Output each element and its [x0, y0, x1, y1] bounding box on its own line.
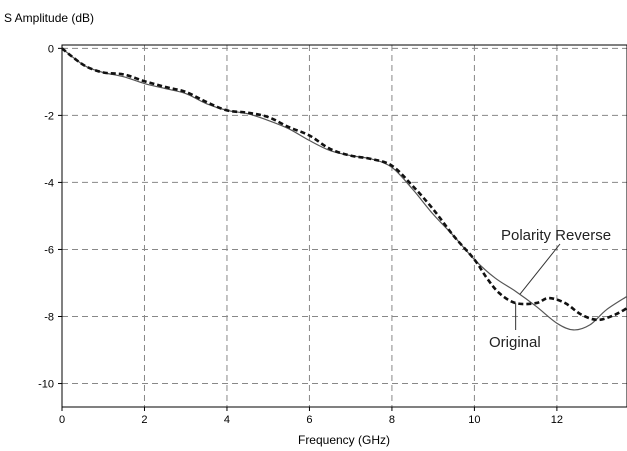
series-line-polarity-reverse — [61, 47, 627, 331]
x-tick-label: 2 — [141, 414, 147, 426]
x-tick-label: 0 — [59, 414, 65, 426]
x-axis-title: Frequency (GHz) — [298, 433, 390, 447]
axis-ticks: 0 2 4 6 8 10 12 0 -2 -4 -6 -8 -10 — [38, 43, 563, 426]
plot-area — [61, 44, 627, 408]
annotation-polarity-reverse: Polarity Reverse — [501, 227, 611, 244]
y-tick-label: 0 — [48, 43, 54, 55]
y-tick-label: -6 — [44, 244, 54, 256]
y-axis-title: S Amplitude (dB) — [4, 11, 94, 25]
series-layer — [61, 47, 627, 331]
grid-lines — [62, 45, 627, 407]
annotation-leader-polarity-reverse — [519, 243, 561, 295]
y-tick-label: -2 — [44, 110, 54, 122]
x-tick-label: 12 — [551, 414, 563, 426]
annotation-original: Original — [489, 334, 541, 351]
x-tick-label: 10 — [468, 414, 480, 426]
x-tick-label: 8 — [389, 414, 395, 426]
series-line-original — [61, 47, 627, 322]
x-tick-label: 6 — [306, 414, 312, 426]
x-tick-label: 4 — [224, 414, 230, 426]
y-tick-label: -4 — [44, 177, 54, 189]
y-tick-label: -8 — [44, 312, 54, 324]
y-tick-label: -10 — [38, 379, 54, 391]
annotation-layer: Polarity Reverse Original — [489, 227, 611, 351]
